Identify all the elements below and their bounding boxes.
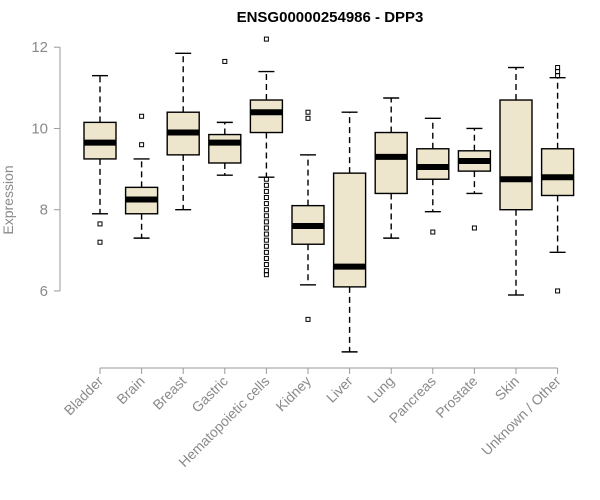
box-bladder <box>83 74 117 245</box>
outlier-point <box>263 182 269 188</box>
outlier-point <box>263 237 269 243</box>
box-kidney <box>291 109 325 322</box>
outlier-point <box>263 36 269 42</box>
outlier-point <box>263 225 269 231</box>
x-tick-label: Kidney <box>273 373 315 415</box>
outlier-point <box>263 207 269 213</box>
y-tick-label: 8 <box>40 202 48 219</box>
outlier-point <box>555 65 561 71</box>
box-skin <box>499 66 533 296</box>
outlier-point <box>139 113 145 119</box>
outlier-point <box>263 249 269 255</box>
outlier-point <box>263 195 269 201</box>
x-tick-label: Skin <box>492 373 523 404</box>
iqr-box <box>249 99 284 134</box>
outlier-point <box>430 229 436 235</box>
box-prostate <box>457 127 492 231</box>
y-tick-label: 10 <box>31 120 48 137</box>
outlier-point <box>263 188 269 194</box>
outlier-point <box>263 213 269 219</box>
outlier-point <box>97 221 103 227</box>
y-tick-label: 6 <box>40 283 48 300</box>
outlier-point <box>263 201 269 207</box>
outlier-point <box>263 255 269 261</box>
outlier-point <box>263 268 269 274</box>
outlier-point <box>263 262 269 268</box>
x-tick-label: Brain <box>113 373 147 407</box>
outlier-point <box>263 176 269 182</box>
outlier-point <box>555 288 561 294</box>
iqr-box <box>374 131 408 195</box>
outlier-point <box>471 225 477 231</box>
box-breast <box>166 52 200 211</box>
iqr-box <box>416 148 450 180</box>
outlier-point <box>263 243 269 249</box>
box-liver <box>332 111 367 353</box>
box-pancreas <box>416 117 450 235</box>
box-gastric <box>208 58 242 176</box>
iqr-box <box>332 172 367 288</box>
outlier-point <box>305 109 311 115</box>
y-axis: 6 8 10 12 <box>31 39 61 300</box>
x-tick-label: Breast <box>149 373 189 413</box>
x-tick-label: Prostate <box>432 373 480 421</box>
y-tick-label: 12 <box>31 39 48 56</box>
outlier-point <box>263 231 269 237</box>
iqr-box <box>540 148 575 197</box>
outlier-point <box>555 73 561 79</box>
outlier-point <box>263 272 269 278</box>
outlier-point <box>305 316 311 322</box>
boxes-group <box>83 36 575 353</box>
iqr-box <box>208 133 242 164</box>
box-hematopoietic-cells <box>249 36 284 278</box>
x-tick-label: Unknown / Other <box>478 373 564 459</box>
box-brain <box>124 113 159 239</box>
outlier-point <box>139 142 145 148</box>
outlier-point <box>222 58 228 64</box>
outlier-point <box>555 69 561 75</box>
outlier-point <box>305 115 311 121</box>
outlier-point <box>263 219 269 225</box>
outlier-point <box>97 239 103 245</box>
x-tick-label: Bladder <box>61 373 107 419</box>
chart-title: ENSG00000254986 - DPP3 <box>237 9 424 26</box>
box-unknown-other <box>540 65 575 294</box>
iqr-box <box>499 99 533 211</box>
box-lung <box>374 97 408 239</box>
y-axis-label: Expression <box>0 165 16 234</box>
x-tick-label: Liver <box>323 373 356 406</box>
x-tick-label: Lung <box>364 373 397 406</box>
